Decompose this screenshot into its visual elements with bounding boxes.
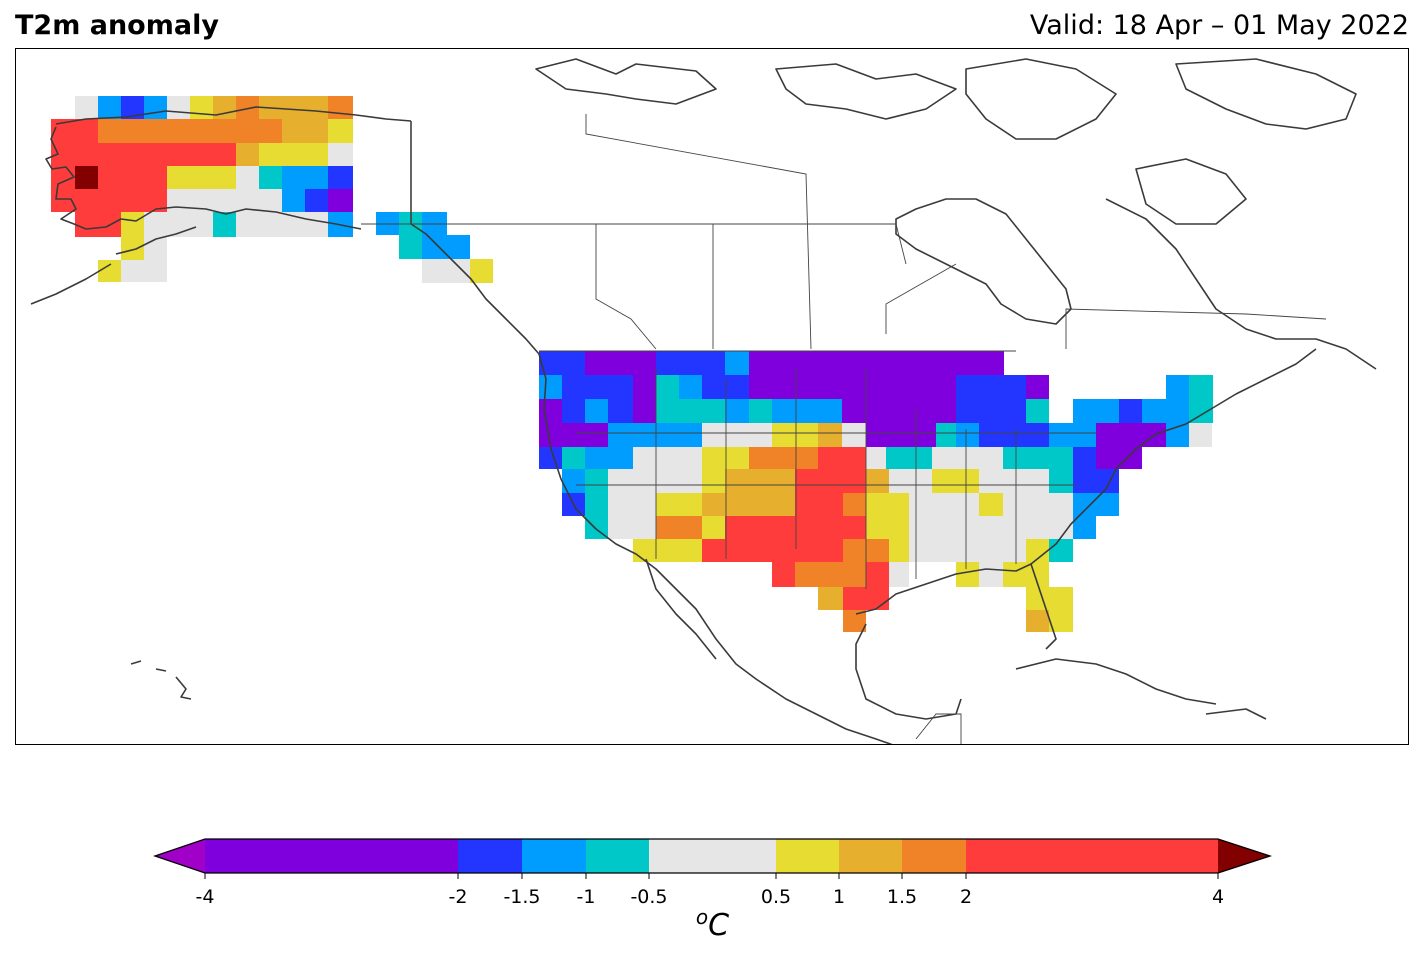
colorbar-tick-label: -2 — [449, 886, 468, 908]
colorbar-unit-label: oC — [0, 905, 1425, 943]
colorbar-tick-label: 0.5 — [761, 886, 791, 908]
colorbar-tick-label: 1 — [833, 886, 845, 908]
colorbar-bin-6 — [839, 839, 902, 873]
political-borders — [361, 114, 1327, 744]
valid-date-label: Valid: 18 Apr – 01 May 2022 — [1029, 10, 1409, 41]
colorbar: -4 -2 -1.5 -1 -0.5 0.5 1 1.5 2 4 — [152, 838, 1273, 908]
coastlines — [30, 58, 1377, 744]
colorbar-bin-1 — [458, 839, 522, 873]
colorbar-ticks: -4 -2 -1.5 -1 -0.5 0.5 1 1.5 2 4 — [196, 873, 1224, 908]
colorbar-bins — [205, 839, 1218, 873]
colorbar-tick-label: -4 — [196, 886, 215, 908]
unit-text: C — [708, 908, 730, 943]
colorbar-tick-label: 1.5 — [887, 886, 917, 908]
colorbar-over-arrow — [1218, 839, 1270, 873]
colorbar-bin-7 — [902, 839, 966, 873]
colorbar-tick-label: -1 — [577, 886, 596, 908]
map-canvas — [30, 58, 1377, 744]
colorbar-bin-4 — [649, 839, 776, 873]
colorbar-tick-label: -0.5 — [630, 886, 667, 908]
colorbar-bin-3 — [586, 839, 649, 873]
colorbar-under-arrow — [155, 839, 205, 873]
map-panel — [15, 48, 1409, 745]
colorbar-tick-label: 2 — [960, 886, 972, 908]
map-title: T2m anomaly — [15, 10, 219, 41]
colorbar-bin-0 — [205, 839, 458, 873]
colorbar-bin-2 — [522, 839, 586, 873]
colorbar-bin-8 — [966, 839, 1218, 873]
colorbar-tick-label: 4 — [1212, 886, 1224, 908]
colorbar-tick-label: -1.5 — [503, 886, 540, 908]
colorbar-bin-5 — [776, 839, 839, 873]
unit-superscript: o — [695, 905, 709, 929]
